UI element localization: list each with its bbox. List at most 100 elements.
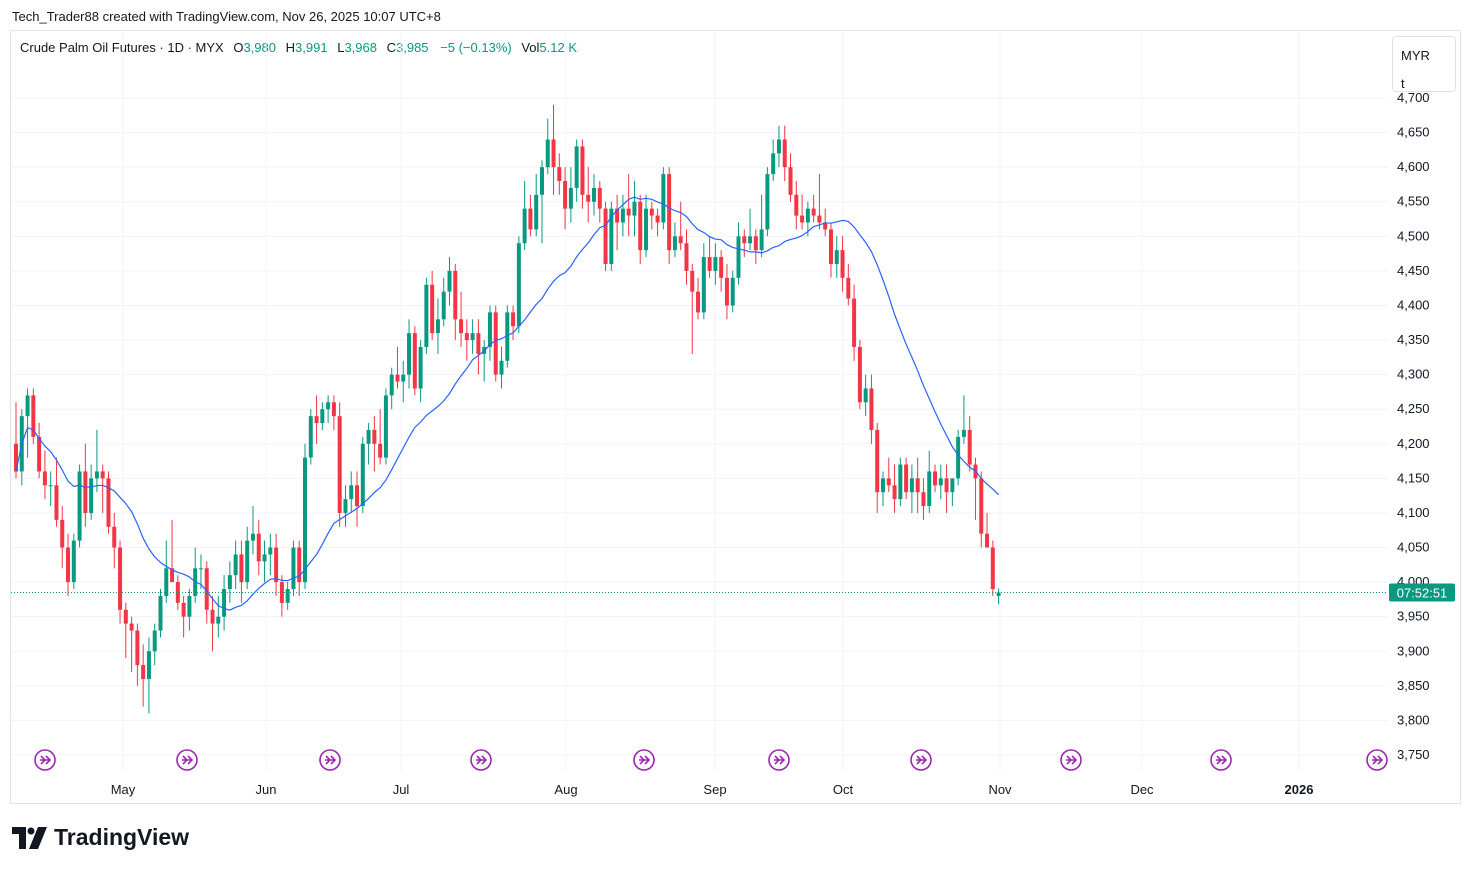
- candle-body[interactable]: [881, 478, 885, 493]
- candle-body[interactable]: [511, 312, 516, 327]
- candle-body[interactable]: [476, 333, 481, 354]
- candle-body[interactable]: [100, 471, 105, 479]
- candle-body[interactable]: [493, 312, 498, 375]
- candle-body[interactable]: [701, 257, 706, 313]
- candle-body[interactable]: [71, 540, 76, 583]
- candle-body[interactable]: [863, 388, 868, 403]
- candle-body[interactable]: [516, 243, 521, 327]
- candle-body[interactable]: [135, 630, 140, 666]
- candle-body[interactable]: [123, 609, 128, 624]
- candle-body[interactable]: [828, 229, 833, 264]
- candle-body[interactable]: [933, 471, 938, 486]
- candle-body[interactable]: [736, 236, 741, 278]
- candle-body[interactable]: [557, 167, 562, 181]
- candle-body[interactable]: [771, 153, 776, 175]
- candle-body[interactable]: [597, 187, 602, 209]
- candle-body[interactable]: [320, 409, 325, 424]
- candle-body[interactable]: [568, 187, 573, 209]
- candle-body[interactable]: [805, 208, 810, 223]
- candle-body[interactable]: [915, 478, 920, 493]
- candle-body[interactable]: [672, 236, 677, 251]
- candle-body[interactable]: [684, 243, 689, 271]
- candle-body[interactable]: [118, 547, 123, 610]
- candle-body[interactable]: [909, 478, 914, 493]
- candle-body[interactable]: [869, 388, 874, 430]
- candle-body[interactable]: [938, 478, 943, 486]
- candle-body[interactable]: [586, 194, 591, 202]
- candle-body[interactable]: [667, 174, 672, 251]
- candle-body[interactable]: [753, 236, 758, 251]
- candle-body[interactable]: [89, 478, 94, 513]
- candle-body[interactable]: [615, 208, 620, 223]
- candle-body[interactable]: [146, 651, 151, 679]
- candle-body[interactable]: [372, 429, 377, 444]
- candle-body[interactable]: [979, 478, 984, 534]
- candle-body[interactable]: [707, 257, 712, 271]
- candle-body[interactable]: [198, 568, 203, 570]
- candle-body[interactable]: [840, 250, 845, 278]
- candle-body[interactable]: [823, 222, 828, 230]
- candle-body[interactable]: [129, 623, 134, 631]
- candle-body[interactable]: [649, 208, 654, 216]
- candle-body[interactable]: [765, 174, 770, 230]
- candle-body[interactable]: [216, 616, 221, 624]
- candle-body[interactable]: [655, 215, 660, 223]
- candle-body[interactable]: [424, 284, 429, 347]
- candle-body[interactable]: [430, 284, 435, 334]
- candle-body[interactable]: [724, 277, 729, 306]
- candle-body[interactable]: [921, 492, 926, 507]
- candle-body[interactable]: [187, 595, 192, 617]
- candle-body[interactable]: [898, 464, 903, 500]
- candle-body[interactable]: [152, 630, 157, 652]
- candle-body[interactable]: [990, 547, 995, 590]
- currency-unit-box[interactable]: MYR t: [1392, 36, 1456, 92]
- candle-body[interactable]: [268, 547, 273, 555]
- candle-body[interactable]: [875, 429, 880, 493]
- candle-body[interactable]: [551, 139, 556, 168]
- candle-body[interactable]: [297, 547, 302, 583]
- candle-body[interactable]: [239, 554, 244, 583]
- candle-body[interactable]: [395, 374, 400, 382]
- candle-body[interactable]: [42, 471, 47, 486]
- candle-body[interactable]: [545, 139, 550, 168]
- candle-body[interactable]: [817, 215, 822, 223]
- candle-body[interactable]: [54, 485, 59, 520]
- candle-body[interactable]: [522, 208, 527, 244]
- candle-body[interactable]: [696, 291, 701, 313]
- candle-body[interactable]: [360, 443, 365, 507]
- candle-body[interactable]: [441, 291, 446, 320]
- candle-body[interactable]: [748, 236, 753, 244]
- candle-body[interactable]: [337, 416, 342, 513]
- candle-body[interactable]: [343, 499, 348, 513]
- candle-body[interactable]: [539, 167, 544, 195]
- candle-body[interactable]: [256, 533, 261, 562]
- candle-body[interactable]: [620, 208, 625, 223]
- candle-body[interactable]: [37, 436, 42, 472]
- candle-body[interactable]: [227, 575, 232, 590]
- candle-body[interactable]: [60, 519, 65, 548]
- candle-body[interactable]: [846, 277, 851, 299]
- candle-body[interactable]: [811, 208, 816, 216]
- candle-body[interactable]: [349, 485, 354, 500]
- candle-body[interactable]: [782, 139, 787, 168]
- candle-body[interactable]: [66, 547, 71, 583]
- candle-body[interactable]: [690, 270, 695, 292]
- candle-body[interactable]: [580, 146, 585, 195]
- candle-body[interactable]: [418, 346, 423, 389]
- candle-body[interactable]: [950, 478, 955, 493]
- candle-body[interactable]: [250, 533, 255, 541]
- candle-body[interactable]: [603, 208, 608, 264]
- candle-body[interactable]: [31, 395, 36, 437]
- candle-body[interactable]: [985, 533, 990, 548]
- candle-body[interactable]: [857, 346, 862, 403]
- candle-body[interactable]: [730, 277, 735, 306]
- candle-body[interactable]: [204, 568, 209, 610]
- candle-body[interactable]: [164, 568, 169, 596]
- candle-body[interactable]: [308, 416, 313, 458]
- candle-body[interactable]: [447, 270, 452, 292]
- candle-body[interactable]: [470, 333, 475, 341]
- candle-body[interactable]: [892, 485, 897, 500]
- candle-body[interactable]: [435, 319, 440, 334]
- candle-body[interactable]: [407, 333, 412, 375]
- candle-body[interactable]: [106, 478, 111, 527]
